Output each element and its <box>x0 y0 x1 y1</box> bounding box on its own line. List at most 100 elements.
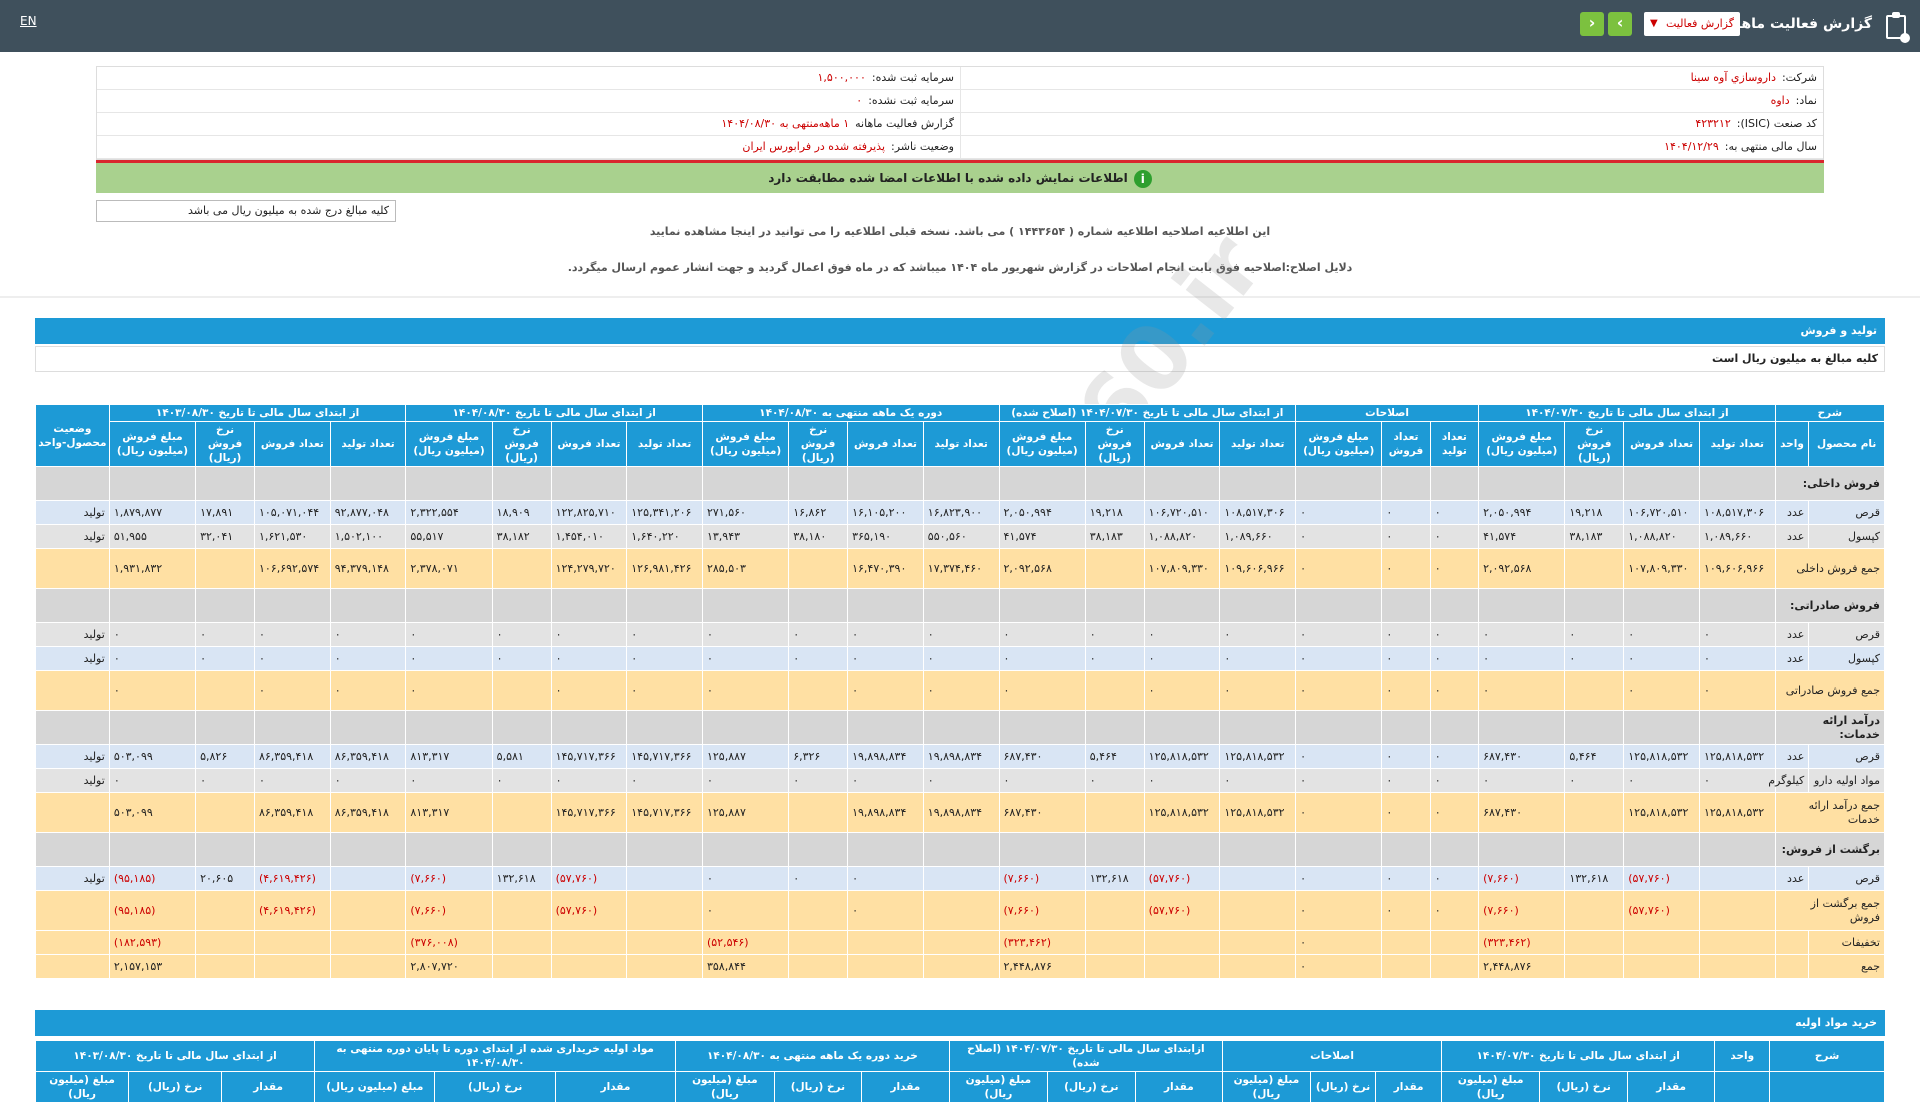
value-cell: ۰ <box>1478 646 1566 671</box>
top-bar: گزارش فعالیت ماهانه گزارش فعالیت ▼ › ‹ EN <box>0 0 1920 52</box>
empty-cell <box>1143 832 1221 867</box>
info-value: ۰ <box>856 94 863 107</box>
value-cell: ۰ <box>922 622 1000 647</box>
empty-cell <box>1623 832 1700 867</box>
empty-cell <box>1084 588 1145 623</box>
table-row: قرص عدد (۵۷,۷۶۰) ۱۳۲,۶۱۸ (۷,۶۶۰) ۰ ۰ ۰ (۵۷,۷۶۰) ۱… <box>35 866 1885 891</box>
value-cell: ۸۱۳,۳۱۷ <box>405 792 493 833</box>
production-sales-table: شرح از ابتدای سال مالی تا تاریخ ۱۴۰۴/۰۷/۳… <box>35 404 1886 979</box>
value-cell: ۱۶,۸۲۳,۹۰۰ <box>922 500 1000 525</box>
status-cell <box>35 890 110 931</box>
value-cell: ۰ <box>1429 744 1480 769</box>
value-cell: ۰ <box>1429 890 1480 931</box>
value-cell: ۱۹,۸۹۸,۸۳۴ <box>922 744 1000 769</box>
value-cell: ۰ <box>1429 866 1480 891</box>
empty-header <box>1769 1071 1885 1103</box>
group-header: واحد <box>1714 1040 1771 1072</box>
value-cell: ۰ <box>1698 646 1776 671</box>
status-cell <box>35 954 110 979</box>
value-cell: ۱۴۵,۷۱۷,۳۶۶ <box>626 744 703 769</box>
empty-cell <box>1084 710 1145 745</box>
column-header: تعداد فروش <box>1143 421 1221 467</box>
value-cell: ۰ <box>847 866 924 891</box>
value-cell <box>329 866 407 891</box>
value-cell <box>550 930 628 955</box>
value-cell: ۰ <box>1295 930 1383 955</box>
value-cell: ۵۵۰,۵۶۰ <box>922 524 1000 549</box>
value-cell: ۰ <box>998 768 1086 793</box>
empty-cell <box>108 710 197 745</box>
empty-cell <box>847 466 924 501</box>
info-row: کد صنعت (ISIC): ۴۲۳۲۱۲ گزارش فعالیت ماهانه… <box>97 113 1823 136</box>
value-cell: ۳۸,۱۸۰ <box>788 524 849 549</box>
value-cell: ۰ <box>1295 622 1383 647</box>
value-cell: ۲۰,۶۰۵ <box>195 866 255 891</box>
product-name: قرص <box>1808 744 1885 769</box>
value-cell: ۲۸۵,۵۰۳ <box>701 548 790 589</box>
value-cell: ۰ <box>701 890 790 931</box>
value-cell: ۱۷,۳۷۴,۴۶۰ <box>922 548 1000 589</box>
value-cell: (۱۸۲,۵۹۳) <box>108 930 197 955</box>
column-header: نرخ فروش (ریال) <box>195 421 255 467</box>
value-cell: ۰ <box>1623 670 1700 711</box>
empty-cell <box>998 588 1086 623</box>
empty-cell <box>1698 710 1776 745</box>
value-cell: (۵۷,۷۶۰) <box>1143 866 1221 891</box>
column-header: تعداد فروش <box>253 421 331 467</box>
value-cell <box>1623 930 1700 955</box>
subheader-row: نام محصول واحد تعداد تولید تعداد فروش نرخ فر… <box>36 421 1885 467</box>
value-cell: ۱۲۶,۹۸۱,۴۲۶ <box>626 548 703 589</box>
empty-cell <box>1295 832 1383 867</box>
value-cell <box>626 866 703 891</box>
value-cell: ۰ <box>1429 548 1480 589</box>
value-cell <box>1143 930 1221 955</box>
empty-cell <box>1623 466 1700 501</box>
empty-cell <box>1219 832 1297 867</box>
value-cell <box>847 930 924 955</box>
value-cell: ۱۹,۸۹۸,۸۳۴ <box>922 792 1000 833</box>
column-header: مبلغ فروش (میلیون ریال) <box>1295 421 1383 467</box>
value-cell <box>1698 930 1776 955</box>
empty-cell <box>1143 588 1221 623</box>
value-cell <box>195 792 255 833</box>
report-type-select[interactable]: گزارش فعالیت ▼ <box>1644 12 1740 36</box>
table-row: جمع فروش داخلی ۱۰۹,۶۰۶,۹۶۶ ۱۰۷,۸۰۹,۳۳۰ ۲,۰۹… <box>35 548 1886 589</box>
value-cell: ۱,۹۳۱,۸۳۲ <box>108 548 197 589</box>
info-cell: سرمایه ثبت نشده: ۰ <box>97 90 960 112</box>
empty-cell <box>550 832 628 867</box>
value-cell: ۰ <box>253 768 331 793</box>
info-value: داروسازي آوه سينا <box>1690 71 1776 84</box>
info-row: نماد: داوه سرمایه ثبت نشده: ۰ <box>97 90 1823 113</box>
value-cell: (۵۷,۷۶۰) <box>1623 890 1700 931</box>
product-name: جمع فروش صادراتی <box>1774 670 1886 711</box>
value-cell: ۲,۸۰۷,۷۲۰ <box>405 954 493 979</box>
value-cell <box>1381 930 1431 955</box>
value-cell: ۱۰۹,۶۰۶,۹۶۶ <box>1698 548 1776 589</box>
info-cell: شرکت: داروسازي آوه سينا <box>960 67 1823 89</box>
empty-cell <box>195 710 255 745</box>
value-cell <box>195 548 255 589</box>
column-header: نرخ (ریال) <box>128 1071 223 1103</box>
value-cell: ۰ <box>1564 646 1625 671</box>
raw-materials-table: شرح واحد از ابتدای سال مالی تا تاریخ ۱۴۰۴/… <box>34 1040 1885 1103</box>
prev-button[interactable]: ‹ <box>1580 12 1604 36</box>
value-cell: ۴۱,۵۷۴ <box>1478 524 1566 549</box>
value-cell: ۶۸۷,۴۳۰ <box>1478 744 1566 769</box>
info-cell: سال مالی منتهی به: ۱۴۰۴/۱۲/۲۹ <box>960 136 1823 158</box>
empty-cell <box>1295 710 1383 745</box>
column-header: تعداد فروش <box>1381 421 1431 467</box>
status-cell: تولید <box>35 622 110 647</box>
column-header: مبلغ (میلیون ریال) <box>675 1071 775 1103</box>
value-cell: ۰ <box>847 890 924 931</box>
empty-cell <box>1219 466 1297 501</box>
next-button[interactable]: › <box>1608 12 1632 36</box>
section-divider <box>0 296 1920 298</box>
empty-cell <box>1429 832 1480 867</box>
group-header: از ابتدای سال مالی تا تاریخ ۱۴۰۴/۰۷/۳۰ <box>1440 1040 1716 1072</box>
value-cell: ۱,۰۸۸,۸۲۰ <box>1623 524 1700 549</box>
column-header: نرخ فروش (ریال) <box>491 421 552 467</box>
product-name: جمع <box>1808 954 1885 979</box>
correction-notice[interactable]: این اطلاعیه اصلاحیه اطلاعیه شماره ( ۱۴۴۳… <box>649 225 1271 238</box>
language-toggle[interactable]: EN <box>20 14 37 28</box>
product-name: جمع فروش داخلی <box>1774 548 1886 589</box>
